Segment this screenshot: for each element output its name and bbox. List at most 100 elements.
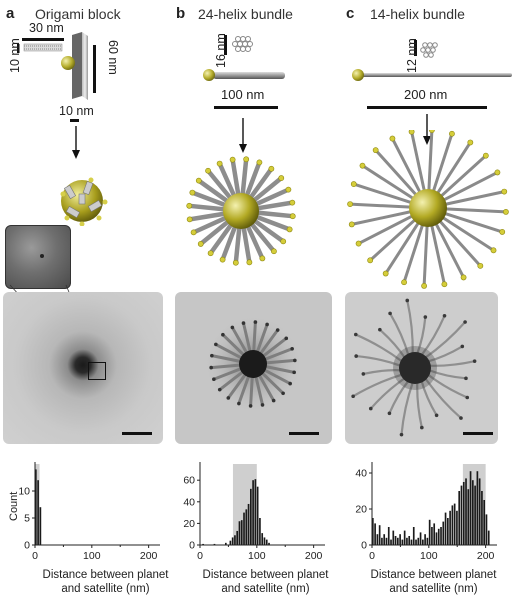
histogram-bar	[254, 479, 257, 545]
x-tick-label: 100	[248, 550, 266, 562]
histogram-bar	[428, 519, 431, 545]
x-tick-label: 100	[420, 550, 438, 562]
bundle-rod	[262, 368, 292, 386]
satellite-particle	[405, 298, 410, 303]
x-axis-label-c-line1: Distance between planet	[370, 569, 497, 581]
histogram-bar	[243, 512, 245, 545]
bundle-rod	[249, 374, 254, 408]
histogram-bar	[236, 530, 239, 545]
bundle-rod	[434, 215, 482, 268]
y-axis-label-count: Count	[8, 491, 20, 521]
histogram-bar	[408, 536, 411, 545]
particle-size-label-a: 10 nm	[59, 104, 94, 118]
satellite-particle	[460, 344, 465, 349]
satellite-particle	[230, 325, 235, 330]
panel-letter-a: a	[6, 5, 15, 22]
histogram-bar	[472, 480, 474, 545]
bundle-rod	[416, 380, 423, 429]
x-axis-label-c-line2: and satellite (nm)	[389, 583, 478, 595]
satellite-particle	[286, 226, 293, 233]
satellite-particle	[372, 147, 379, 154]
y-tick-label: 20	[355, 504, 367, 516]
satellite-particle	[477, 262, 484, 269]
satellite-particle	[253, 320, 258, 324]
histogram-bar	[390, 539, 392, 545]
satellite-particle	[442, 313, 447, 318]
satellite-particle	[285, 186, 292, 193]
bundle-rod	[354, 333, 404, 363]
histogram-bar	[387, 527, 390, 545]
bundle-rod	[420, 379, 438, 417]
x-tick-label: 100	[83, 550, 101, 562]
histogram-bar	[476, 471, 479, 545]
histogram-bar	[256, 486, 259, 545]
x-axis-label-a: Distance between planet and satellite (n…	[18, 568, 193, 596]
histogram-bar	[394, 536, 397, 545]
histogram-bar	[231, 537, 234, 545]
histogram-bar	[252, 480, 254, 545]
x-tick-label: 0	[369, 550, 375, 562]
satellite-particle	[209, 365, 213, 370]
satellite-particle	[186, 216, 193, 223]
histogram-bar	[261, 533, 264, 545]
bundle-rod	[355, 354, 403, 368]
y-tick-label: 5	[24, 513, 30, 525]
histogram-bar	[35, 469, 37, 545]
satellite-particle	[347, 201, 353, 208]
satellite-particle	[420, 425, 424, 430]
histogram-bar	[462, 482, 465, 545]
histogram-bar	[465, 478, 467, 545]
bundle-rod	[352, 373, 404, 398]
bundle-rod	[410, 130, 427, 198]
satellite-particle	[214, 342, 218, 347]
histogram-bar	[435, 532, 438, 545]
satellite-particle	[212, 377, 216, 382]
histogram-bar	[451, 505, 454, 545]
histogram-bar	[213, 543, 216, 545]
assembled-14-helix-bundle	[347, 130, 509, 289]
histogram-bar	[417, 537, 420, 545]
histogram-bar	[234, 535, 236, 545]
satellite-particle	[271, 398, 276, 403]
satellite-particle	[205, 167, 211, 174]
bundle-rod	[230, 325, 249, 356]
bundle-rod	[426, 345, 464, 363]
b-length-label: 100 nm	[221, 87, 265, 102]
bundle-rod	[212, 366, 244, 381]
histogram-bar	[383, 534, 386, 545]
histogram-bar	[437, 528, 440, 545]
bundle-rod	[218, 369, 245, 392]
bundle-rod	[210, 354, 243, 364]
satellite-particle	[348, 221, 355, 228]
bundle-rod	[437, 170, 499, 205]
satellite-particle	[293, 358, 297, 363]
histogram-bar	[381, 537, 383, 545]
histogram-bar	[478, 478, 481, 545]
satellite-particle	[216, 160, 223, 167]
histogram-bar	[412, 527, 415, 545]
y-tick-label: 40	[355, 468, 367, 480]
satellite-particle	[241, 321, 246, 325]
satellite-particle	[482, 152, 489, 159]
panel-letter-c: c	[346, 5, 355, 22]
satellite-particle	[388, 311, 392, 316]
bundle-rod	[237, 373, 251, 406]
y-tick-label: 0	[24, 540, 30, 552]
satellite-particle	[210, 353, 214, 358]
satellite-particle	[289, 213, 296, 220]
satellite-particle	[459, 416, 463, 420]
histogram-bar	[469, 471, 472, 545]
satellite-particle	[499, 229, 506, 235]
y-tick-label: 60	[183, 475, 195, 487]
bundle-rod	[429, 218, 446, 286]
x-tick-label: 200	[477, 550, 495, 562]
satellite-particle	[260, 403, 265, 407]
satellite-particle	[378, 327, 382, 332]
bundle-rod	[388, 312, 410, 357]
satellite-particle	[186, 202, 193, 209]
x-tick-label: 0	[32, 550, 38, 562]
bundle-rod	[360, 164, 420, 203]
satellite-particle	[463, 320, 467, 324]
satellite-particle	[246, 259, 253, 266]
bundle-rod	[436, 213, 496, 252]
